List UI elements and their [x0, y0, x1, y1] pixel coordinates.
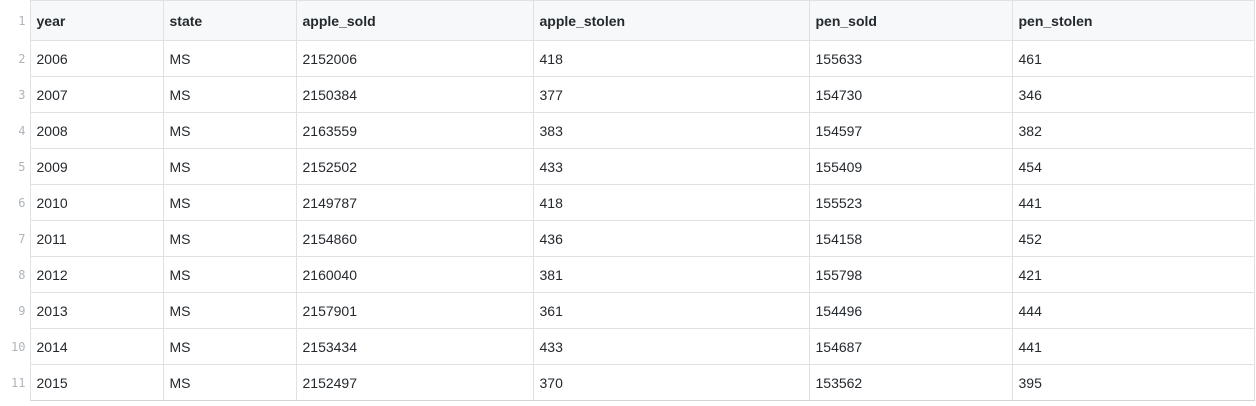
column-header-apple-stolen: apple_stolen	[532, 0, 810, 41]
table-cell-pen-sold: 155523	[808, 184, 1013, 221]
table-cell-year: 2012	[29, 256, 164, 293]
table-cell-apple-stolen: 433	[532, 328, 810, 365]
table-cell-apple-stolen: 383	[532, 112, 810, 149]
table-cell-pen-stolen: 454	[1011, 148, 1255, 185]
table-cell-apple-sold: 2152497	[295, 364, 534, 401]
table-cell-apple-sold: 2149787	[295, 184, 534, 221]
table-cell-year: 2011	[29, 220, 164, 257]
table-cell-state: MS	[162, 220, 297, 257]
table-cell-pen-stolen: 444	[1011, 292, 1255, 329]
table-cell-state: MS	[162, 328, 297, 365]
table-cell-pen-stolen: 441	[1011, 328, 1255, 365]
table-cell-pen-sold: 154158	[808, 220, 1013, 257]
table-row: 8 2012 MS 2160040 381 155798 421	[0, 256, 1255, 293]
table-cell-apple-stolen: 370	[532, 364, 810, 401]
line-number[interactable]: 4	[0, 112, 31, 149]
table-cell-pen-stolen: 346	[1011, 76, 1255, 113]
table-row: 2 2006 MS 2152006 418 155633 461	[0, 40, 1255, 77]
table-cell-state: MS	[162, 184, 297, 221]
line-number[interactable]: 9	[0, 292, 31, 329]
table-cell-year: 2006	[29, 40, 164, 77]
table-cell-year: 2008	[29, 112, 164, 149]
column-header-pen-stolen: pen_stolen	[1011, 0, 1255, 41]
table-cell-apple-sold: 2150384	[295, 76, 534, 113]
table-cell-apple-sold: 2163559	[295, 112, 534, 149]
line-number[interactable]: 8	[0, 256, 31, 293]
table-cell-year: 2010	[29, 184, 164, 221]
table-cell-pen-sold: 153562	[808, 364, 1013, 401]
table-cell-apple-sold: 2152502	[295, 148, 534, 185]
line-number[interactable]: 7	[0, 220, 31, 257]
table-cell-apple-sold: 2152006	[295, 40, 534, 77]
table-cell-state: MS	[162, 76, 297, 113]
table-cell-state: MS	[162, 112, 297, 149]
line-number[interactable]: 1	[0, 0, 31, 41]
table-cell-year: 2007	[29, 76, 164, 113]
table-cell-pen-stolen: 382	[1011, 112, 1255, 149]
table-cell-year: 2015	[29, 364, 164, 401]
table-cell-state: MS	[162, 256, 297, 293]
table-cell-apple-stolen: 361	[532, 292, 810, 329]
table-cell-apple-sold: 2160040	[295, 256, 534, 293]
column-header-apple-sold: apple_sold	[295, 0, 534, 41]
table-cell-apple-sold: 2154860	[295, 220, 534, 257]
table-row: 6 2010 MS 2149787 418 155523 441	[0, 184, 1255, 221]
line-number[interactable]: 6	[0, 184, 31, 221]
table-cell-apple-stolen: 418	[532, 40, 810, 77]
table-cell-state: MS	[162, 148, 297, 185]
table-cell-apple-sold: 2153434	[295, 328, 534, 365]
table-row: 7 2011 MS 2154860 436 154158 452	[0, 220, 1255, 257]
table-cell-year: 2014	[29, 328, 164, 365]
table-cell-pen-sold: 155633	[808, 40, 1013, 77]
table-cell-pen-stolen: 452	[1011, 220, 1255, 257]
table-cell-pen-stolen: 441	[1011, 184, 1255, 221]
table-cell-state: MS	[162, 364, 297, 401]
line-number[interactable]: 3	[0, 76, 31, 113]
table-cell-pen-stolen: 395	[1011, 364, 1255, 401]
table-cell-state: MS	[162, 292, 297, 329]
table-cell-pen-sold: 155409	[808, 148, 1013, 185]
line-number[interactable]: 11	[0, 364, 31, 401]
table-cell-year: 2009	[29, 148, 164, 185]
table-cell-apple-sold: 2157901	[295, 292, 534, 329]
table-cell-apple-stolen: 377	[532, 76, 810, 113]
table-cell-apple-stolen: 436	[532, 220, 810, 257]
table-row: 5 2009 MS 2152502 433 155409 454	[0, 148, 1255, 185]
line-number[interactable]: 10	[0, 328, 31, 365]
line-number[interactable]: 2	[0, 40, 31, 77]
table-cell-pen-sold: 154687	[808, 328, 1013, 365]
table-row: 10 2014 MS 2153434 433 154687 441	[0, 328, 1255, 365]
table-cell-year: 2013	[29, 292, 164, 329]
line-number[interactable]: 5	[0, 148, 31, 185]
table-cell-pen-sold: 154730	[808, 76, 1013, 113]
table-row: 3 2007 MS 2150384 377 154730 346	[0, 76, 1255, 113]
table-cell-pen-sold: 155798	[808, 256, 1013, 293]
table-cell-apple-stolen: 433	[532, 148, 810, 185]
table-cell-apple-stolen: 418	[532, 184, 810, 221]
table-row: 11 2015 MS 2152497 370 153562 395	[0, 364, 1255, 401]
table-cell-apple-stolen: 381	[532, 256, 810, 293]
table-header-row: 1 year state apple_sold apple_stolen pen…	[0, 0, 1255, 41]
column-header-pen-sold: pen_sold	[808, 0, 1013, 41]
column-header-year: year	[29, 0, 164, 41]
column-header-state: state	[162, 0, 297, 41]
table-row: 4 2008 MS 2163559 383 154597 382	[0, 112, 1255, 149]
table-cell-state: MS	[162, 40, 297, 77]
table-cell-pen-stolen: 421	[1011, 256, 1255, 293]
table-cell-pen-sold: 154597	[808, 112, 1013, 149]
table-cell-pen-stolen: 461	[1011, 40, 1255, 77]
table-cell-pen-sold: 154496	[808, 292, 1013, 329]
table-row: 9 2013 MS 2157901 361 154496 444	[0, 292, 1255, 329]
